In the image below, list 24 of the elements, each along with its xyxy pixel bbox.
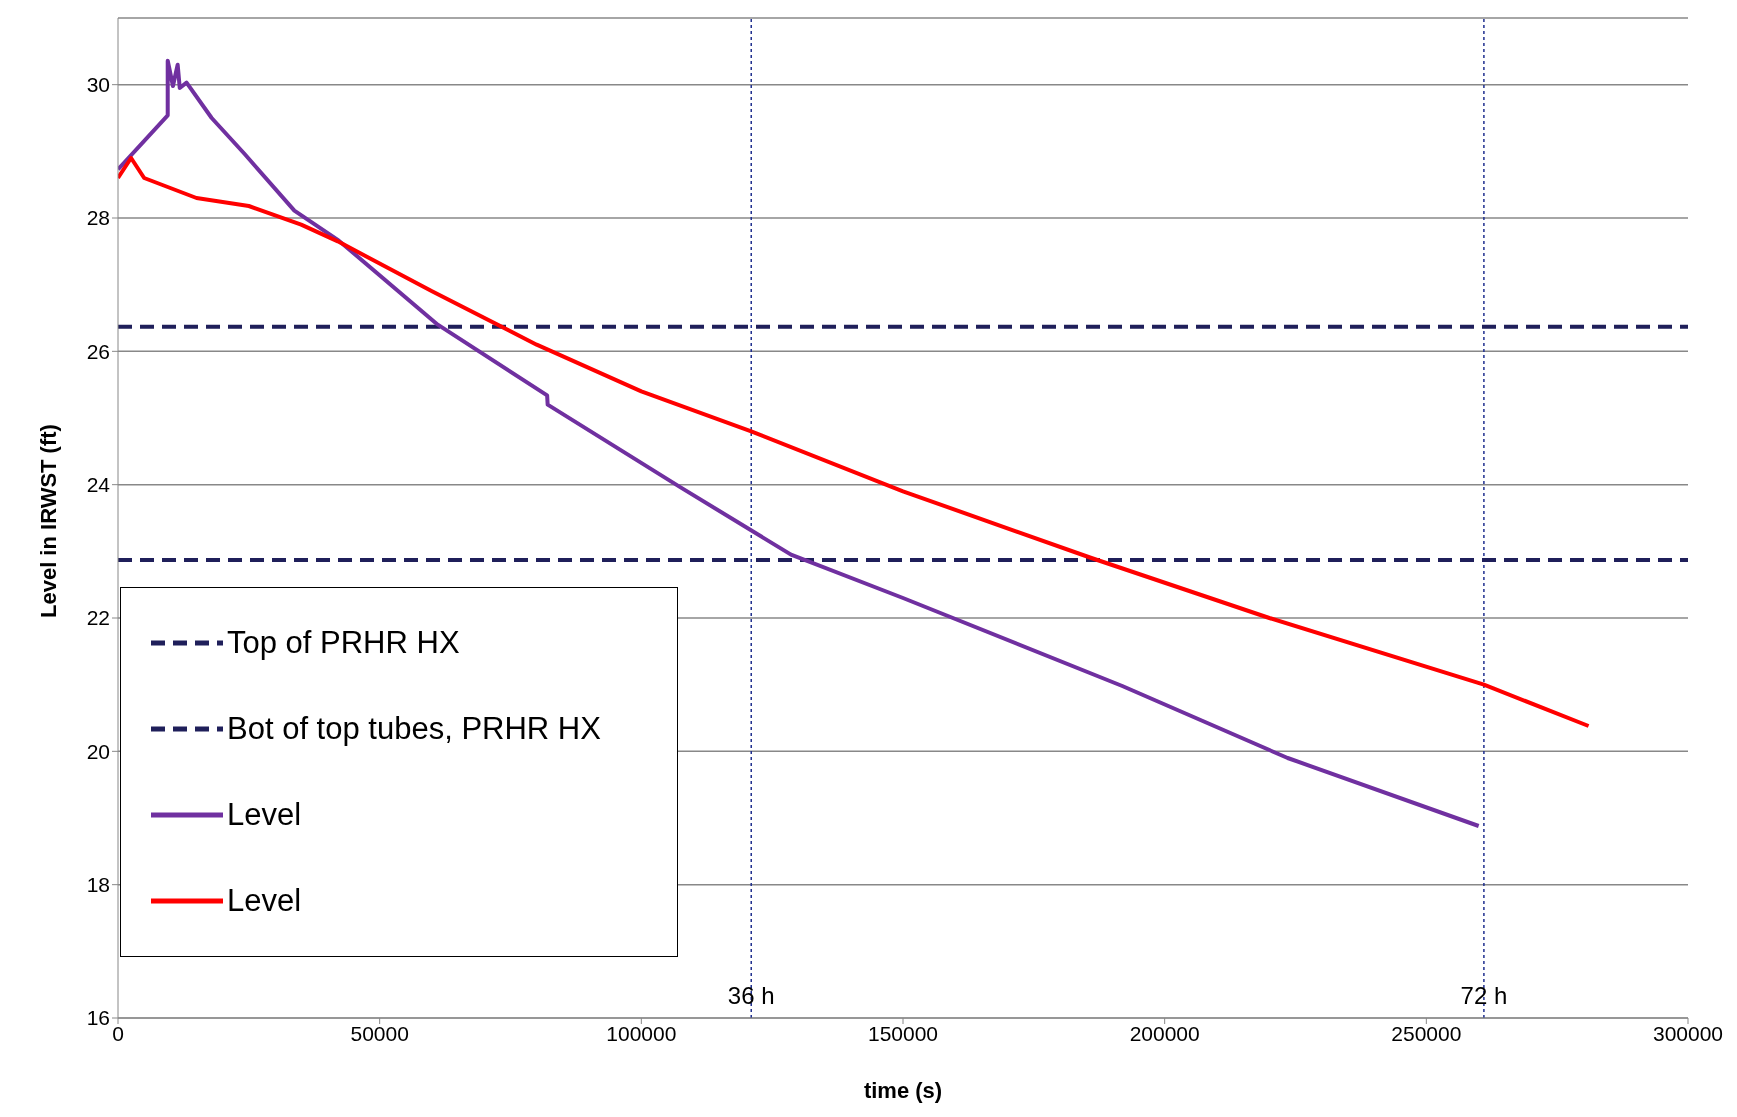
x-tick-label: 50000 bbox=[350, 1021, 409, 1045]
ref-line-label: 72 h bbox=[1460, 982, 1508, 1009]
legend-label: Top of PRHR HX bbox=[227, 625, 460, 661]
x-tick-label: 200000 bbox=[1129, 1021, 1200, 1045]
legend-label: Level bbox=[227, 883, 302, 919]
y-tick-label: 18 bbox=[86, 873, 110, 897]
x-tick-label: 0 bbox=[112, 1021, 124, 1045]
line-series bbox=[118, 58, 1481, 828]
y-tick-label: 22 bbox=[86, 606, 110, 630]
x-tick-label: 100000 bbox=[606, 1021, 677, 1045]
y-tick-label: 20 bbox=[86, 739, 110, 763]
x-tick-label: 300000 bbox=[1652, 1021, 1724, 1045]
legend-label: Level bbox=[227, 797, 302, 833]
y-tick-label: 26 bbox=[86, 339, 110, 363]
x-tick-label: 250000 bbox=[1391, 1021, 1462, 1045]
x-axis-title: time (s) bbox=[863, 1078, 943, 1103]
y-tick-label: 16 bbox=[86, 1006, 110, 1030]
ref-line-label: 36 h bbox=[727, 982, 775, 1009]
x-tick-label: 150000 bbox=[867, 1021, 939, 1045]
y-tick-label: 30 bbox=[86, 73, 110, 97]
legend-label: Bot of top tubes, PRHR HX bbox=[227, 711, 601, 747]
y-tick-label: 28 bbox=[86, 206, 110, 230]
y-axis-title: Level in IRWST (ft) bbox=[35, 424, 61, 618]
y-tick-label: 24 bbox=[86, 473, 111, 497]
